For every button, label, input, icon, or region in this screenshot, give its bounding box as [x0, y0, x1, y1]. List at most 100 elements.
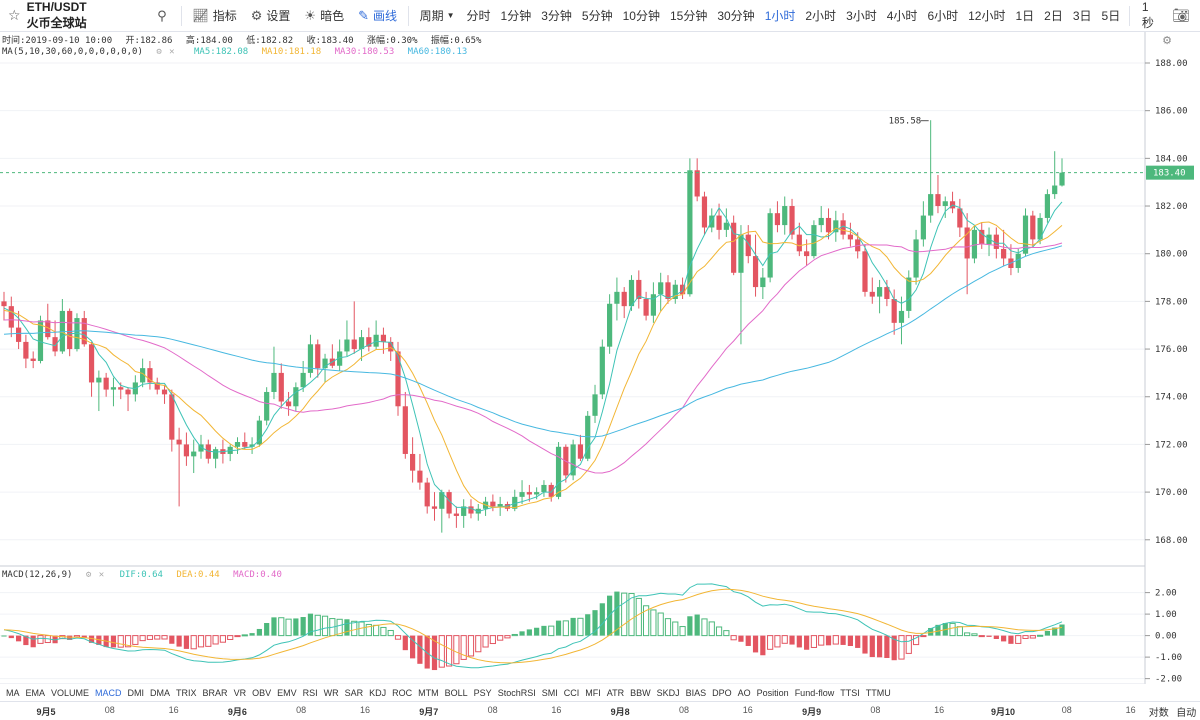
- interval-8[interactable]: 2小时: [805, 9, 837, 23]
- settings-button[interactable]: ⚙ 设置: [244, 7, 298, 24]
- macd-hist-bar: [67, 635, 73, 640]
- overlay: 183.40 185.58: [0, 117, 1194, 180]
- indicator-kdj[interactable]: KDJ: [369, 687, 387, 698]
- draw-button[interactable]: ✎ 画线: [351, 7, 404, 24]
- interval-11[interactable]: 6小时: [927, 9, 959, 23]
- close-icon[interactable]: ✕: [169, 47, 175, 57]
- indicator-mfi[interactable]: MFI: [585, 687, 601, 698]
- ma-legend-name[interactable]: MA(5,10,30,60,0,0,0,0,0,0): [2, 47, 143, 57]
- time-label: 16: [1125, 705, 1136, 715]
- theme-button[interactable]: ☀ 暗色: [297, 7, 351, 24]
- search-icon[interactable]: ⚲: [157, 7, 167, 23]
- indicator-trix[interactable]: TRIX: [176, 687, 197, 698]
- indicator-volume[interactable]: VOLUME: [51, 687, 90, 698]
- indicators-button[interactable]: 📈︎ 指标: [185, 7, 244, 24]
- interval-3[interactable]: 5分钟: [581, 9, 613, 23]
- price-axis[interactable]: 188.00 186.00 184.00 182.00 180.00 178.00 176.…: [1145, 59, 1188, 546]
- indicator-obv[interactable]: OBV: [252, 687, 272, 698]
- indicator-dpo[interactable]: DPO: [712, 687, 732, 698]
- macd-hist-bar: [417, 635, 423, 664]
- interval-13[interactable]: 1日: [1015, 9, 1035, 23]
- interval-10[interactable]: 4小时: [886, 9, 918, 23]
- interval-5[interactable]: 15分钟: [669, 9, 708, 23]
- macd-hist-bar: [271, 617, 277, 636]
- camera-icon[interactable]: 📷︎: [1172, 7, 1191, 23]
- interval-14[interactable]: 2日: [1044, 9, 1063, 23]
- seconds-button[interactable]: 1秒: [1141, 0, 1154, 30]
- time-axis[interactable]: 9月5 08 16 9月6 08 16 9月7 08 16 9月8 08 16 9月9 08 16 9月10 0…: [0, 701, 1145, 720]
- indicator-dmi[interactable]: DMI: [127, 687, 145, 698]
- macd-axis[interactable]: 2.00 1.00 0.00 -1.00 -2.00: [1145, 589, 1182, 684]
- macd-legend-name[interactable]: MACD(12,26,9): [2, 570, 73, 580]
- candle-body: [293, 387, 299, 407]
- indicator-wr[interactable]: WR: [323, 687, 339, 698]
- interval-16[interactable]: 5日: [1101, 9, 1121, 23]
- indicator-fund-flow[interactable]: Fund-flow: [794, 687, 835, 698]
- indicator-dma[interactable]: DMA: [150, 687, 171, 698]
- interval-2[interactable]: 3分钟: [541, 9, 572, 23]
- close-icon[interactable]: ✕: [98, 570, 105, 580]
- indicator-ttmu[interactable]: TTMU: [865, 687, 891, 698]
- candle-body: [585, 415, 591, 459]
- candle-body: [811, 225, 817, 257]
- candle-body: [643, 299, 649, 316]
- indicator-smi[interactable]: SMI: [541, 687, 558, 698]
- indicator-position[interactable]: Position: [756, 687, 789, 698]
- candle-body: [468, 506, 474, 514]
- indicator-atr[interactable]: ATR: [606, 687, 625, 698]
- macd-hist-bar: [1022, 635, 1029, 639]
- candle-body: [198, 444, 204, 452]
- settings-small-icon[interactable]: ⚙: [156, 47, 162, 57]
- candle-body: [307, 344, 314, 373]
- macd-hist-bar: [855, 635, 861, 648]
- interval-4[interactable]: 10分钟: [622, 9, 660, 23]
- chart-settings-icon[interactable]: ⚙: [1162, 35, 1172, 47]
- indicator-ttsi[interactable]: TTSI: [840, 687, 860, 698]
- indicator-roc[interactable]: ROC: [392, 687, 413, 698]
- ohlc-legend: 时间:2019-09-10 10:00 开:182.86 高:184.00 低:…: [2, 33, 489, 46]
- indicator-mtm[interactable]: MTM: [418, 687, 439, 698]
- indicator-boll[interactable]: BOLL: [444, 687, 468, 698]
- indicator-emv[interactable]: EMV: [277, 687, 297, 698]
- macd-hist-bar: [285, 618, 292, 637]
- macd-hist-bar: [321, 615, 329, 637]
- interval-1[interactable]: 1分钟: [500, 9, 532, 23]
- interval-6[interactable]: 30分钟: [717, 9, 755, 23]
- indicator-vr[interactable]: VR: [233, 687, 247, 698]
- indicator-cci[interactable]: CCI: [563, 687, 580, 698]
- indicator-rsi[interactable]: RSI: [302, 687, 318, 698]
- indicator-skdj[interactable]: SKDJ: [656, 687, 680, 698]
- indicator-ma[interactable]: MA: [6, 687, 20, 698]
- macd-hist-bar: [570, 617, 576, 636]
- indicator-macd[interactable]: MACD: [95, 687, 122, 698]
- interval-7[interactable]: 1小时: [764, 9, 796, 23]
- symbol-selector[interactable]: ☆ ETH/USDT 火币全球站: [0, 0, 97, 31]
- interval-9[interactable]: 3小时: [846, 9, 877, 23]
- draw-label: 画线: [373, 9, 398, 23]
- max-marker-label: 185.58: [889, 117, 922, 127]
- period-dropdown[interactable]: 周期 ▼: [413, 7, 462, 24]
- interval-15[interactable]: 3日: [1072, 9, 1092, 23]
- log-scale-button[interactable]: 对数: [1148, 707, 1169, 719]
- indicator-stochrsi[interactable]: StochRSI: [497, 687, 536, 698]
- indicator-sar[interactable]: SAR: [344, 687, 364, 698]
- candle-body: [453, 513, 459, 516]
- interval-0[interactable]: 分时: [466, 9, 491, 23]
- interval-12[interactable]: 12小时: [968, 9, 1006, 23]
- indicator-brar[interactable]: BRAR: [202, 687, 228, 698]
- auto-scale-button[interactable]: 自动: [1176, 707, 1197, 719]
- indicator-ema[interactable]: EMA: [25, 687, 46, 698]
- indicator-bbw[interactable]: BBW: [630, 687, 651, 698]
- candle-body: [271, 372, 277, 392]
- indicator-ao[interactable]: AO: [737, 687, 751, 698]
- price-chart[interactable]: 188.00 186.00 184.00 182.00 180.00 178.00 176.…: [0, 0, 1200, 684]
- star-icon[interactable]: ☆: [8, 7, 21, 23]
- macd-hist-bar: [986, 635, 992, 637]
- macd-hist-bar: [730, 635, 737, 641]
- toolbar-right: 1秒 📷︎: [1125, 0, 1200, 31]
- indicator-bias[interactable]: BIAS: [685, 687, 707, 698]
- settings-small-icon[interactable]: ⚙: [85, 570, 92, 580]
- indicator-psy[interactable]: PSY: [473, 687, 492, 698]
- macd-hist-bar: [1015, 635, 1022, 644]
- macd-hist-bar: [431, 635, 438, 671]
